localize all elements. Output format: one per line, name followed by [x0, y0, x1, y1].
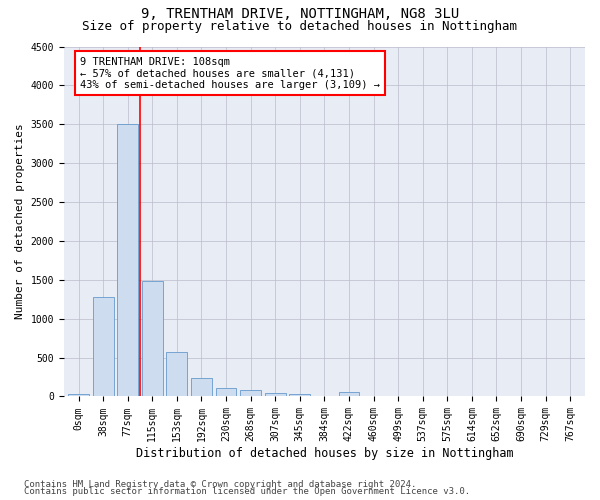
Bar [265, 392, 286, 396]
Text: 9, TRENTHAM DRIVE, NOTTINGHAM, NG8 3LU: 9, TRENTHAM DRIVE, NOTTINGHAM, NG8 3LU [141, 8, 459, 22]
Text: 9 TRENTHAM DRIVE: 108sqm
← 57% of detached houses are smaller (4,131)
43% of sem: 9 TRENTHAM DRIVE: 108sqm ← 57% of detach… [80, 56, 380, 90]
Bar [68, 394, 89, 396]
Bar [117, 124, 138, 396]
Y-axis label: Number of detached properties: Number of detached properties [15, 124, 25, 320]
X-axis label: Distribution of detached houses by size in Nottingham: Distribution of detached houses by size … [136, 447, 513, 460]
Text: Size of property relative to detached houses in Nottingham: Size of property relative to detached ho… [83, 20, 517, 33]
Text: Contains HM Land Registry data © Crown copyright and database right 2024.: Contains HM Land Registry data © Crown c… [24, 480, 416, 489]
Bar [142, 282, 163, 397]
Bar [191, 378, 212, 396]
Bar [289, 394, 310, 396]
Bar [338, 392, 359, 396]
Bar [215, 388, 236, 396]
Bar [166, 352, 187, 397]
Bar [92, 297, 113, 396]
Bar [240, 390, 261, 396]
Text: Contains public sector information licensed under the Open Government Licence v3: Contains public sector information licen… [24, 487, 470, 496]
